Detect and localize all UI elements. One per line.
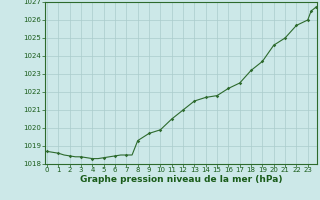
X-axis label: Graphe pression niveau de la mer (hPa): Graphe pression niveau de la mer (hPa) xyxy=(80,175,282,184)
